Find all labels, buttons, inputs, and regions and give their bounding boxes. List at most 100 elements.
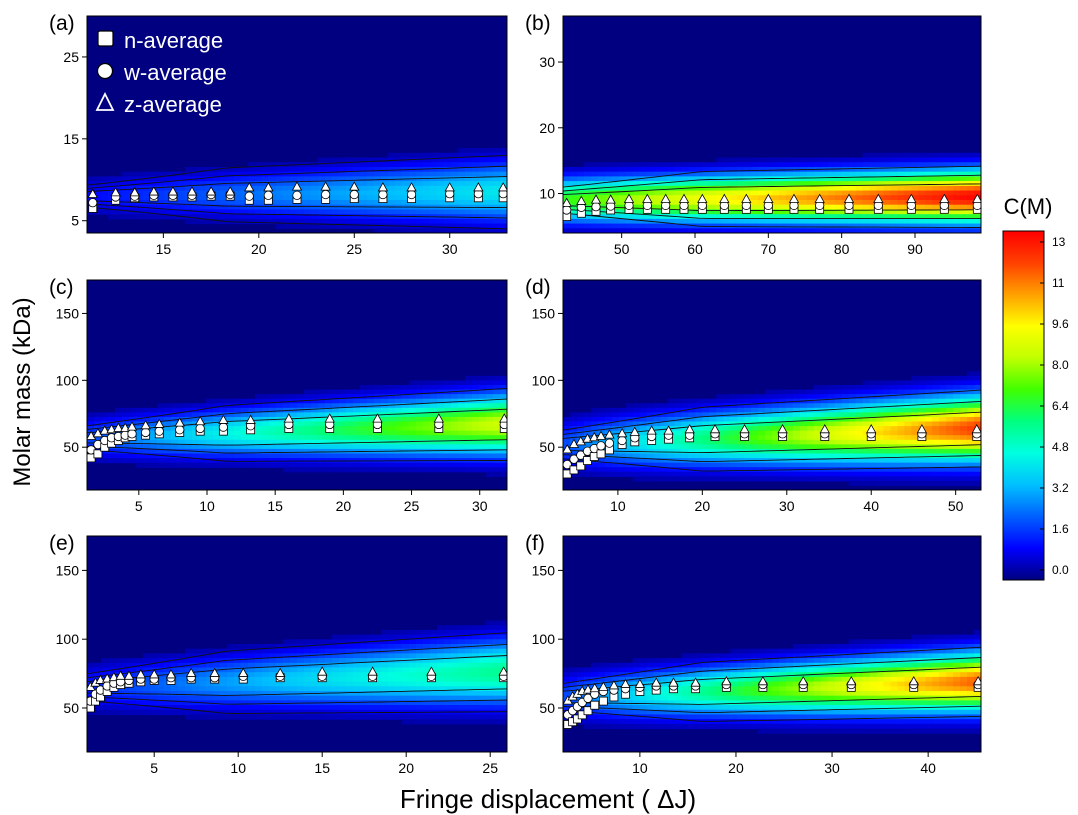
heatmap-cell [590,426,599,432]
heatmap-cell [674,448,683,455]
heatmap-cell [799,190,808,196]
heatmap-cell [171,426,179,432]
heatmap-cell [967,389,975,395]
heatmap-cell [304,403,312,409]
heatmap-cell [423,444,431,450]
heatmap-cell [290,658,298,664]
heatmap-cell [164,412,172,418]
heatmap-cell [967,152,975,159]
heatmap-cell [213,407,221,413]
heatmap-cell [248,462,256,468]
heatmap-cell [897,462,905,468]
heatmap-cell [806,228,815,233]
heatmap-cell [583,412,592,418]
heatmap-cell [792,407,801,413]
heatmap-cell [723,453,731,459]
heatmap-cell [157,681,165,687]
heatmap-cell [157,181,165,187]
heatmap-cell [862,171,871,177]
heatmap-cell [367,714,375,720]
heatmap-cell [444,416,452,423]
heatmap-cell [974,190,981,196]
heatmap-cell [395,412,403,418]
heatmap-cell [269,462,277,468]
heatmap-cell [827,467,836,473]
heatmap-cell [381,435,389,441]
heatmap-cell [785,394,794,400]
heatmap-cell [206,204,214,211]
heatmap-cell [248,644,256,650]
heatmap-cell [234,209,242,215]
heatmap-cell [904,228,912,233]
heatmap-cell [974,403,981,409]
y-tick-label: 150 [532,305,556,321]
heatmap-cell [723,195,731,201]
heatmap-cell [346,412,354,418]
heatmap-cell [248,714,256,720]
heatmap-cell [255,705,263,711]
heatmap-cell [500,176,507,182]
heatmap-cell [925,166,933,173]
w-average-point [569,454,579,464]
heatmap-cell [911,394,919,400]
heatmap-cell [430,185,438,192]
heatmap-cell [143,444,151,450]
heatmap-cell [737,157,745,163]
heatmap-cell [778,171,787,177]
heatmap-cell [332,426,340,432]
heatmap-cell [325,204,333,211]
heatmap-cell [918,166,926,173]
heatmap-cell [785,421,794,427]
heatmap-cell [472,421,480,427]
heatmap-cell [737,171,745,177]
heatmap-cell [939,439,947,445]
contour-line [87,203,507,219]
heatmap-cell [716,407,724,413]
heatmap-cell [136,412,144,418]
heatmap-cell [744,214,752,220]
heatmap-cell [569,421,578,427]
heatmap-cell [939,171,947,177]
heatmap-cell [164,690,172,697]
heatmap-cell [255,190,263,196]
heatmap-cell [311,714,319,720]
heatmap-cell [834,471,843,477]
heatmap-cell [388,228,396,233]
heatmap-cell [486,426,494,432]
heatmap-cell [493,435,501,441]
heatmap-cell [904,416,912,423]
heatmap-cell [276,176,284,182]
heatmap-cell [751,471,759,477]
heatmap-cell [311,448,319,455]
heatmap-cell [702,214,710,220]
heatmap-cell [730,394,738,400]
heatmap-cell [227,644,235,650]
heatmap-cell [792,190,801,196]
heatmap-cell [220,695,228,701]
heatmap-cell [269,435,277,441]
heatmap-cell [890,190,898,196]
heatmap-cell [688,190,696,196]
heatmap-cell [318,407,326,413]
heatmap-cell [876,403,885,409]
heatmap-cell [402,467,410,473]
heatmap-cell [674,199,683,206]
heatmap-cell [758,162,766,168]
heatmap-cell [709,190,717,196]
heatmap-cell [234,199,242,206]
heatmap-cell [967,439,975,445]
heatmap-cell [674,181,683,187]
heatmap-cell [213,190,221,196]
heatmap-cell [834,166,843,173]
heatmap-cell [367,398,375,404]
heatmap-cell [199,662,207,669]
heatmap-cell [618,214,627,220]
heatmap-cell [101,199,109,206]
z-average-point [642,193,653,203]
heatmap-cell [248,176,256,182]
heatmap-cell [297,421,305,427]
heatmap-cell [486,185,494,192]
heatmap-cell [255,648,263,654]
